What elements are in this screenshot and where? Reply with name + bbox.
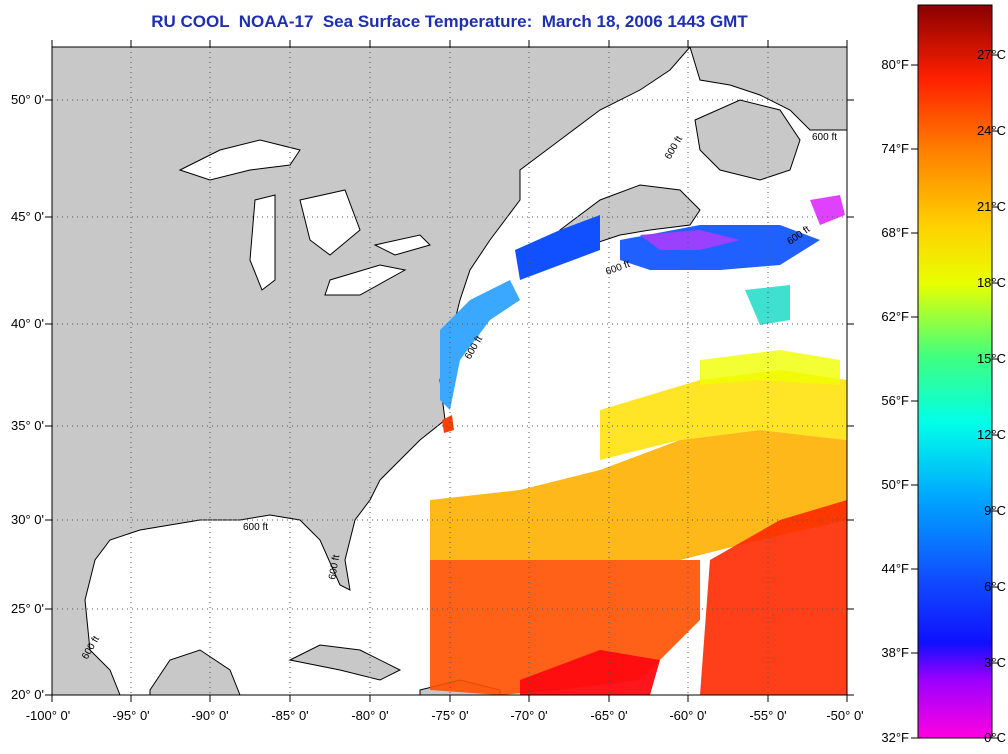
map-title: RU COOL NOAA-17 Sea Surface Temperature:… (151, 12, 748, 31)
latitude-label: 50° 0' (11, 92, 44, 107)
great-lakes (178, 139, 431, 296)
latitude-label: 35° 0' (11, 418, 44, 433)
isobath-label: 600 ft (812, 132, 837, 143)
celsius-label: 6°C (984, 579, 1006, 594)
latitude-label: 45° 0' (11, 209, 44, 224)
isobath-label: 600 ft (327, 554, 342, 581)
latitude-label: 30° 0' (11, 512, 44, 527)
isobath-label: 600 ft (243, 522, 268, 533)
longitude-label: -60° 0' (669, 708, 706, 723)
longitude-label: -95° 0' (112, 708, 149, 723)
longitude-label: -100° 0' (26, 708, 71, 723)
colorbar-celsius-labels: 27°C 24°C 21°C 18°C 15°C 12°C 9°C 6°C 3°… (977, 47, 1006, 745)
latitude-label: 25° 0' (11, 601, 44, 616)
celsius-label: 18°C (977, 275, 1006, 290)
celsius-label: 12°C (977, 427, 1006, 442)
celsius-label: 3°C (984, 655, 1006, 670)
longitude-label: -75° 0' (431, 708, 468, 723)
longitude-label: -70° 0' (510, 708, 547, 723)
longitude-labels: -100° 0' -95° 0' -90° 0' -85° 0' -80° 0'… (26, 708, 864, 723)
graticule (52, 47, 847, 695)
latitude-label: 20° 0' (11, 687, 44, 702)
longitude-label: -50° 0' (826, 708, 863, 723)
longitude-label: -55° 0' (749, 708, 786, 723)
fahrenheit-label: 38°F (881, 645, 909, 660)
axis-ticks (45, 40, 854, 702)
celsius-label: 9°C (984, 503, 1006, 518)
colorbar-ticks (911, 54, 999, 739)
celsius-label: 0°C (984, 730, 1006, 745)
fahrenheit-label: 44°F (881, 561, 909, 576)
fahrenheit-label: 32°F (881, 730, 909, 745)
sst-imagery (430, 195, 847, 695)
longitude-label: -85° 0' (271, 708, 308, 723)
colorbar (917, 4, 993, 739)
longitude-label: -80° 0' (351, 708, 388, 723)
fahrenheit-label: 62°F (881, 309, 909, 324)
latitude-labels: 50° 0' 45° 0' 40° 0' 35° 0' 30° 0' 25° 0… (11, 92, 44, 702)
celsius-label: 24°C (977, 123, 1006, 138)
fahrenheit-label: 68°F (881, 225, 909, 240)
celsius-label: 27°C (977, 47, 1006, 62)
fahrenheit-label: 74°F (881, 141, 909, 156)
fahrenheit-label: 80°F (881, 57, 909, 72)
colorbar-fahrenheit-labels: 80°F 74°F 68°F 62°F 56°F 50°F 44°F 38°F … (881, 57, 909, 745)
longitude-label: -90° 0' (191, 708, 228, 723)
latitude-label: 40° 0' (11, 316, 44, 331)
fahrenheit-label: 50°F (881, 477, 909, 492)
fahrenheit-label: 56°F (881, 393, 909, 408)
celsius-label: 21°C (977, 199, 1006, 214)
longitude-label: -65° 0' (590, 708, 627, 723)
celsius-label: 15°C (977, 351, 1006, 366)
